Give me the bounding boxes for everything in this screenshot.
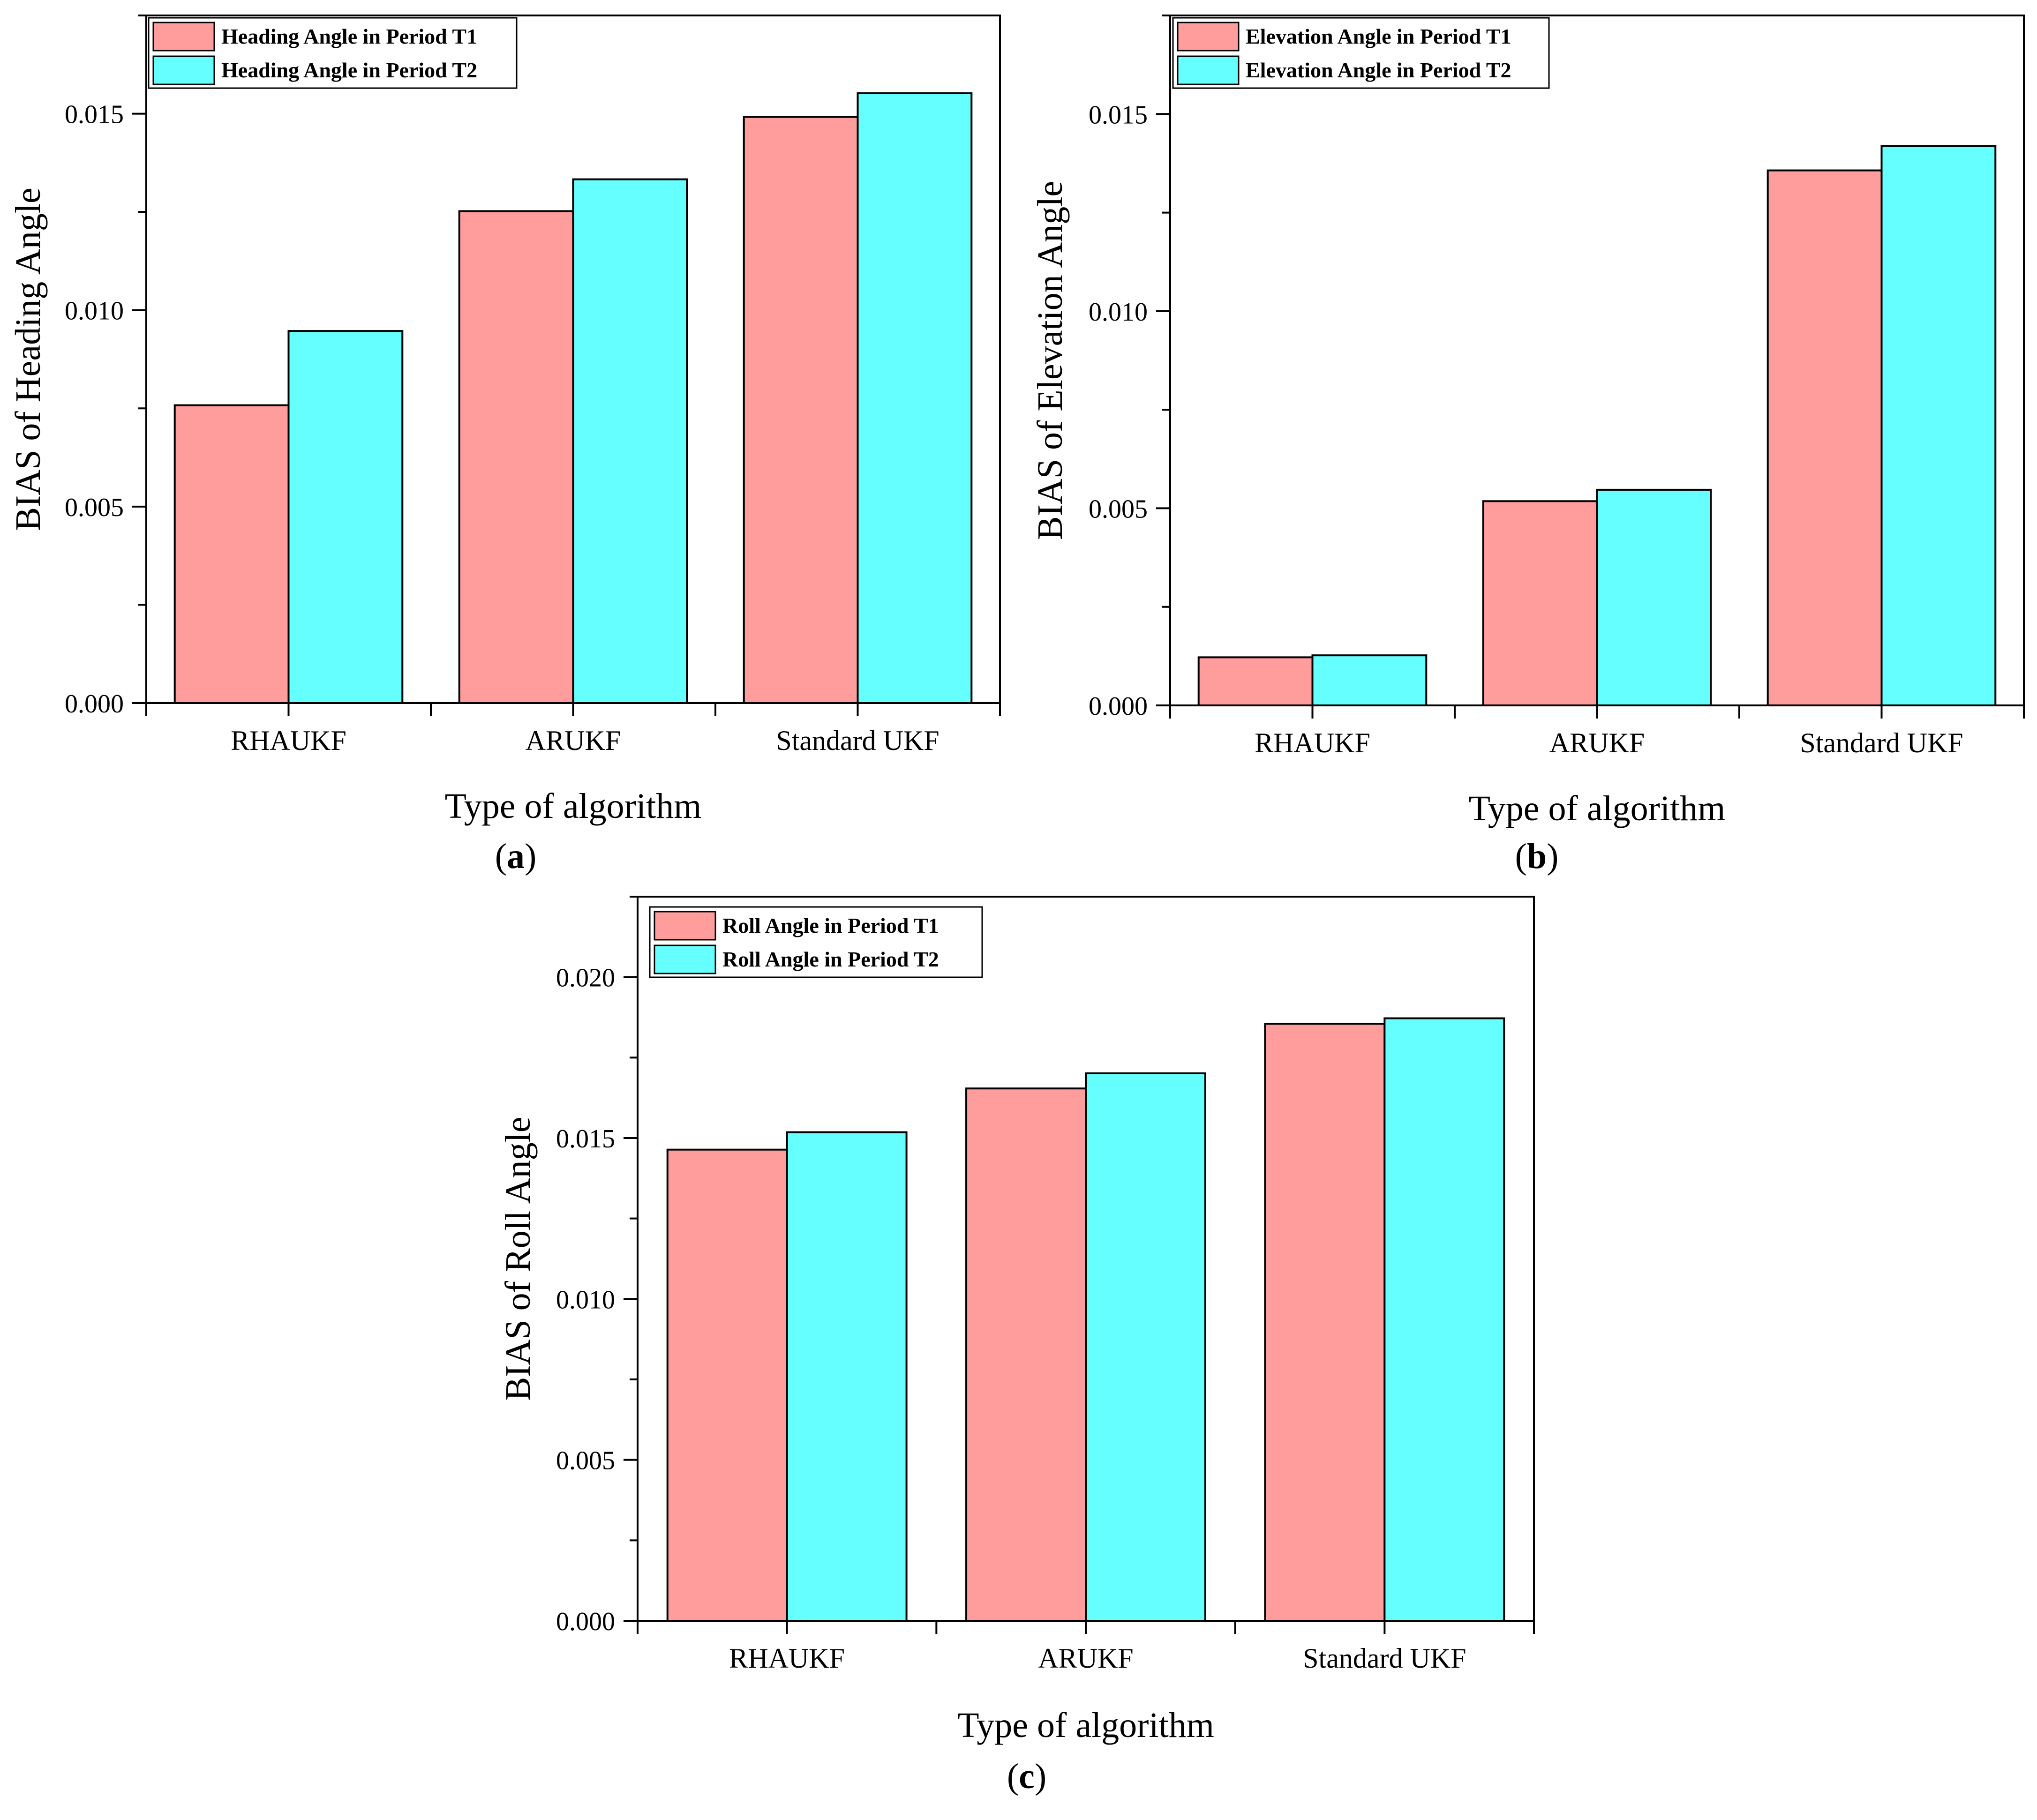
legend-label-b-s1: Elevation Angle in Period T1 (1246, 24, 1511, 48)
panel-caption-letter-c: c (1019, 1757, 1035, 1796)
y-tick-label-c: 0.015 (556, 1124, 615, 1153)
panel-caption-letter-b: b (1527, 837, 1547, 876)
bar-c-s2-standard-ukf (1383, 1017, 1505, 1622)
legend-swatch-a-s2 (152, 55, 215, 85)
bar-c-s1-rhaukf (666, 1148, 788, 1622)
panel-caption-letter-a: a (507, 837, 525, 876)
y-tick-label-c: 0.010 (556, 1285, 615, 1314)
x-axis-title-a: Type of algorithm (445, 786, 702, 826)
x-tick-label-c: RHAUKF (729, 1643, 845, 1674)
bar-b-s1-rhaukf (1197, 656, 1314, 707)
legend-swatch-c-s1 (654, 911, 716, 941)
y-tick-label-a: 0.015 (65, 100, 124, 129)
bar-c-s2-arukf (1085, 1072, 1206, 1622)
chart-panel-b: 0.000 0.005 0.010 0.015 RHAUKF ARUKF Standard … (1030, 15, 2025, 876)
y-tick-label-b: 0.000 (1089, 692, 1148, 721)
y-tick-label-c: 0.000 (556, 1607, 615, 1636)
bar-b-s1-arukf (1482, 500, 1598, 706)
legend-swatch-a-s1 (152, 22, 215, 52)
x-tick-label-b: RHAUKF (1255, 727, 1370, 758)
legend-label-a-s1: Heading Angle in Period T1 (221, 24, 477, 48)
bar-a-s1-arukf (458, 210, 574, 704)
y-tick-label-c: 0.020 (556, 964, 615, 993)
x-axis-title-b: Type of algorithm (1469, 789, 1726, 828)
bar-c-s2-rhaukf (786, 1131, 908, 1622)
y-axis-title-c: BIAS of Roll Angle (498, 1117, 538, 1401)
bar-a-s1-standard-ukf (743, 116, 859, 704)
chart-panel-c: 0.000 0.005 0.010 0.015 0.020 RHAUKF ARUKF Stan… (498, 896, 1535, 1796)
y-tick-label-b: 0.005 (1089, 494, 1148, 524)
chart-panel-a: 0.000 0.005 0.010 0.015 RHAUKF ARUKF Standard … (8, 15, 1001, 876)
panels: 0.000 0.005 0.010 0.015 RHAUKF ARUKF Standard … (8, 15, 2025, 1796)
bar-b-s2-rhaukf (1311, 654, 1428, 706)
y-tick-label-a: 0.000 (65, 689, 124, 719)
bar-a-s2-rhaukf (287, 330, 404, 704)
y-axis-title-b: BIAS of Elevation Angle (1030, 181, 1070, 540)
y-tick-label-a: 0.005 (65, 493, 124, 522)
y-tick-label-b: 0.010 (1089, 298, 1148, 327)
x-tick-label-a: RHAUKF (231, 725, 346, 756)
legend-label-a-s2: Heading Angle in Period T2 (221, 58, 477, 82)
legend-swatch-b-s2 (1177, 55, 1240, 85)
y-tick-label-a: 0.010 (65, 297, 124, 326)
x-tick-label-a: ARUKF (526, 725, 621, 756)
y-tick-label-c: 0.005 (556, 1446, 615, 1475)
x-tick-label-c: Standard UKF (1303, 1643, 1466, 1674)
bar-c-s1-arukf (965, 1087, 1087, 1622)
x-axis-title-c: Type of algorithm (957, 1706, 1214, 1745)
legend-label-b-s2: Elevation Angle in Period T2 (1246, 58, 1511, 82)
x-tick-label-a: Standard UKF (776, 725, 939, 756)
bar-a-s2-arukf (572, 178, 688, 704)
bar-a-s1-rhaukf (173, 404, 290, 704)
legend-swatch-b-s1 (1177, 22, 1240, 52)
x-tick-label-b: Standard UKF (1800, 727, 1963, 758)
x-tick-label-b: ARUKF (1549, 727, 1645, 758)
x-tick-label-c: ARUKF (1038, 1643, 1133, 1674)
bar-b-s2-standard-ukf (1880, 145, 1997, 706)
bar-c-s1-standard-ukf (1264, 1023, 1386, 1622)
panel-caption-b: (b) (1515, 837, 1559, 876)
bar-b-s2-arukf (1596, 488, 1712, 707)
bar-a-s2-standard-ukf (857, 92, 973, 704)
y-axis-title-a: BIAS of Heading Angle (8, 187, 48, 531)
legend-label-c-s1: Roll Angle in Period T1 (722, 914, 939, 937)
panel-caption-c: (c) (1007, 1757, 1046, 1796)
legend-label-c-s2: Roll Angle in Period T2 (722, 947, 939, 971)
y-tick-label-b: 0.015 (1089, 100, 1148, 129)
bar-b-s1-standard-ukf (1766, 169, 1883, 707)
panel-caption-a: (a) (495, 837, 537, 876)
legend-swatch-c-s2 (654, 944, 716, 974)
